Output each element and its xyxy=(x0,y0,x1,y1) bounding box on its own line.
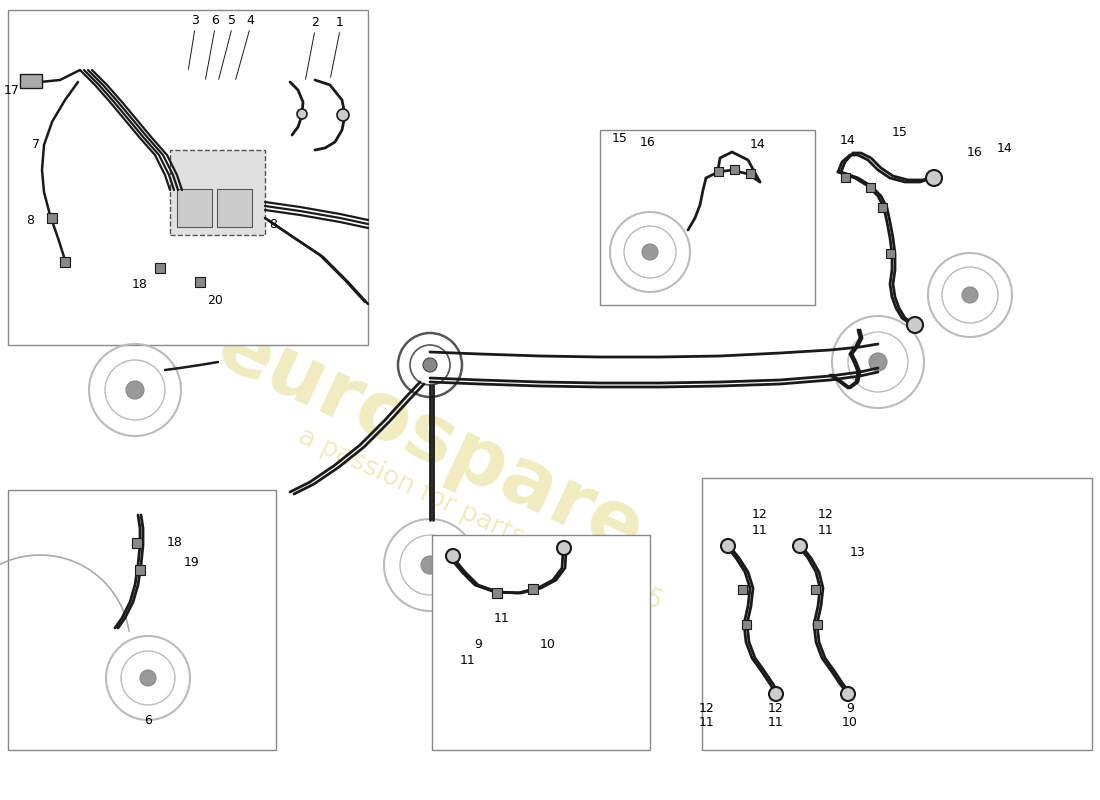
Bar xyxy=(738,585,747,594)
Text: 20: 20 xyxy=(207,294,223,306)
Text: 11: 11 xyxy=(752,523,768,537)
Bar xyxy=(742,620,751,629)
Bar xyxy=(528,584,538,594)
Circle shape xyxy=(962,287,978,303)
Circle shape xyxy=(926,170,942,186)
Text: 14: 14 xyxy=(840,134,856,146)
Text: 11: 11 xyxy=(494,611,510,625)
Circle shape xyxy=(842,687,855,701)
Text: 16: 16 xyxy=(640,135,656,149)
Bar xyxy=(170,150,265,235)
Text: 2: 2 xyxy=(311,15,319,29)
Text: 14: 14 xyxy=(997,142,1013,154)
Text: 6: 6 xyxy=(144,714,152,726)
Text: 15: 15 xyxy=(612,131,628,145)
Bar xyxy=(8,490,276,750)
Bar xyxy=(730,165,739,174)
Bar xyxy=(217,189,252,227)
Circle shape xyxy=(720,539,735,553)
Text: 12: 12 xyxy=(768,702,784,714)
Bar xyxy=(866,183,874,192)
Text: 11: 11 xyxy=(700,715,715,729)
Text: 7: 7 xyxy=(32,138,40,151)
Text: 11: 11 xyxy=(460,654,476,666)
Bar xyxy=(746,169,755,178)
Text: 17: 17 xyxy=(4,83,20,97)
Text: 15: 15 xyxy=(892,126,907,138)
Text: 4: 4 xyxy=(246,14,254,26)
Text: 9: 9 xyxy=(846,702,854,714)
Text: 18: 18 xyxy=(167,535,183,549)
Text: a passion for parts since 1985: a passion for parts since 1985 xyxy=(294,424,667,616)
Circle shape xyxy=(869,353,887,371)
Text: 18: 18 xyxy=(132,278,147,291)
Circle shape xyxy=(140,670,156,686)
Text: 12: 12 xyxy=(818,509,834,522)
Circle shape xyxy=(337,109,349,121)
Text: 10: 10 xyxy=(540,638,556,651)
Text: 9: 9 xyxy=(474,638,482,651)
Bar xyxy=(811,585,819,594)
Bar xyxy=(813,620,822,629)
Bar xyxy=(177,189,212,227)
Text: 6: 6 xyxy=(211,14,219,26)
Text: 11: 11 xyxy=(818,523,834,537)
Circle shape xyxy=(769,687,783,701)
Bar xyxy=(47,213,57,223)
Bar xyxy=(600,130,815,305)
Text: 10: 10 xyxy=(843,715,858,729)
Circle shape xyxy=(297,109,307,119)
Text: 12: 12 xyxy=(752,509,768,522)
Bar xyxy=(714,167,723,176)
Bar xyxy=(20,74,42,88)
Bar xyxy=(886,249,895,258)
Bar xyxy=(878,203,887,212)
Text: 8: 8 xyxy=(270,218,277,231)
Bar xyxy=(60,257,70,267)
Circle shape xyxy=(446,549,460,563)
Text: 19: 19 xyxy=(184,555,200,569)
Circle shape xyxy=(557,541,571,555)
Circle shape xyxy=(908,317,923,333)
Circle shape xyxy=(424,358,437,372)
Bar xyxy=(842,173,850,182)
Text: 13: 13 xyxy=(850,546,866,558)
Bar xyxy=(702,478,1092,750)
Circle shape xyxy=(421,556,439,574)
Text: 16: 16 xyxy=(967,146,983,158)
Text: 11: 11 xyxy=(768,715,784,729)
Text: 14: 14 xyxy=(750,138,766,151)
Text: 1: 1 xyxy=(337,15,344,29)
Bar xyxy=(195,277,205,287)
Bar xyxy=(8,10,368,345)
Text: 8: 8 xyxy=(26,214,34,226)
Circle shape xyxy=(126,381,144,399)
Circle shape xyxy=(793,539,807,553)
Bar xyxy=(155,263,165,273)
Text: 3: 3 xyxy=(191,14,199,26)
Bar xyxy=(492,588,502,598)
Text: eurospare: eurospare xyxy=(205,307,656,573)
Text: 12: 12 xyxy=(700,702,715,714)
Bar xyxy=(135,565,145,575)
Bar xyxy=(432,535,650,750)
Bar xyxy=(132,538,142,548)
Text: 5: 5 xyxy=(228,14,236,26)
Circle shape xyxy=(642,244,658,260)
